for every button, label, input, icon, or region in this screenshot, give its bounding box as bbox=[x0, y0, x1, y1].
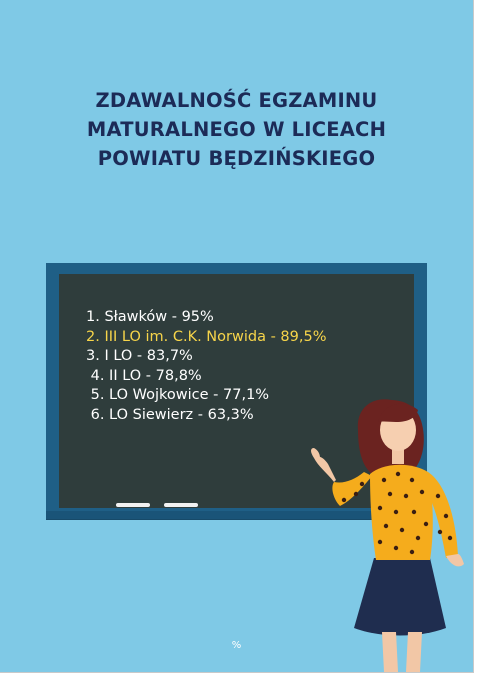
teacher-illustration bbox=[311, 399, 464, 672]
page-title: ZDAWALNOŚĆ EGZAMINU MATURALNEGO W LICEAC… bbox=[0, 86, 473, 173]
footer-percent-symbol: % bbox=[231, 640, 242, 651]
ranking-item: 6. LO Siewierz - 63,3% bbox=[86, 406, 254, 423]
ranking-item: 3. I LO - 83,7% bbox=[86, 348, 193, 365]
chalkboard-rail bbox=[46, 511, 427, 519]
chalkboard-surface bbox=[59, 274, 414, 508]
ranking-item: 4. II LO - 78,8% bbox=[86, 367, 202, 384]
chalkboard bbox=[46, 263, 427, 519]
ranking-list: 1. Sławków - 95% 2. III LO im. C.K. Norw… bbox=[86, 308, 326, 426]
chalk-piece bbox=[164, 503, 198, 507]
ranking-item: 1. Sławków - 95% bbox=[86, 309, 214, 325]
title-line-1: ZDAWALNOŚĆ EGZAMINU bbox=[95, 89, 378, 112]
ranking-item-highlighted: 2. III LO im. C.K. Norwida - 89,5% bbox=[86, 328, 327, 345]
title-line-2: MATURALNEGO W LICEACH bbox=[86, 118, 387, 141]
chalk-piece bbox=[116, 503, 150, 507]
title-line-3: POWIATU BĘDZIŃSKIEGO bbox=[97, 147, 376, 170]
ranking-item: 5. LO Wojkowice - 77,1% bbox=[86, 387, 270, 404]
